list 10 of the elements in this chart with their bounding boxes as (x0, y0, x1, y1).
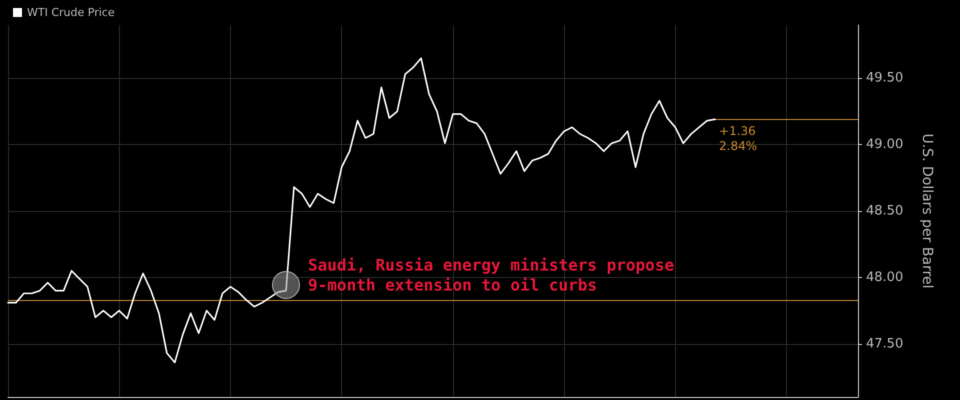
y-tick-label: 49.00 (866, 137, 904, 152)
annotation: +1.36 2.84% (719, 124, 758, 153)
y-tick-label: 49.50 (866, 70, 904, 86)
y-tick-label: 47.50 (866, 336, 904, 352)
line-series (7, 57, 716, 364)
annotation: Saudi, Russia energy ministers propose 9-month extension to oil curbs (308, 256, 674, 294)
y-tick-label: 48.00 (866, 270, 904, 285)
y-tick-label: 48.50 (866, 204, 904, 218)
y-axis-title: U.S. Dollars per Barrel (919, 133, 935, 289)
legend-label: WTI Crude Price (27, 6, 115, 19)
